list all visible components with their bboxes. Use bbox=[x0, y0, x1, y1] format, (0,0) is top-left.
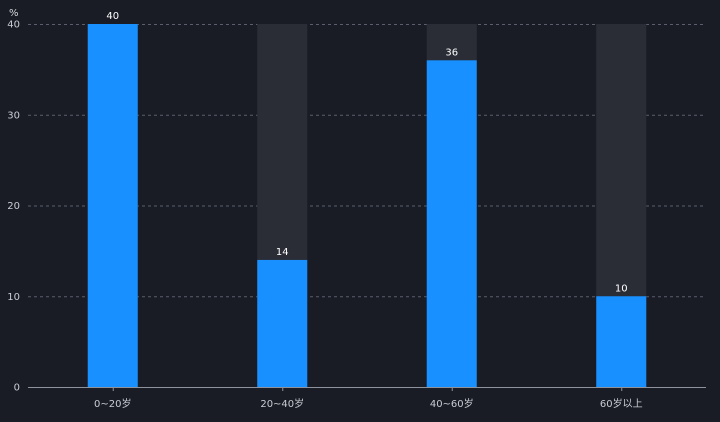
y-tick-label: 40 bbox=[7, 20, 20, 31]
x-tick-label: 20~40岁 bbox=[260, 397, 304, 410]
bar-value-label: 14 bbox=[276, 247, 289, 258]
x-tick-label: 0~20岁 bbox=[94, 397, 131, 410]
bar bbox=[596, 296, 647, 387]
y-axis-unit: % bbox=[9, 8, 19, 19]
y-tick-label: 20 bbox=[7, 201, 20, 212]
x-tick-label: 60岁以上 bbox=[600, 397, 643, 410]
bar-value-label: 10 bbox=[615, 283, 628, 294]
x-tick-label: 40~60岁 bbox=[430, 397, 474, 410]
bar bbox=[426, 60, 477, 388]
axes bbox=[28, 387, 706, 391]
bar bbox=[257, 259, 308, 387]
bar bbox=[87, 24, 138, 387]
y-tick-label: 0 bbox=[14, 383, 20, 394]
y-tick-label: 30 bbox=[7, 110, 20, 121]
bar-value-label: 36 bbox=[445, 47, 458, 58]
grid-lines bbox=[28, 24, 706, 298]
y-tick-label: 10 bbox=[7, 292, 20, 303]
data-bars bbox=[87, 24, 647, 388]
bar-value-label: 40 bbox=[106, 11, 119, 22]
